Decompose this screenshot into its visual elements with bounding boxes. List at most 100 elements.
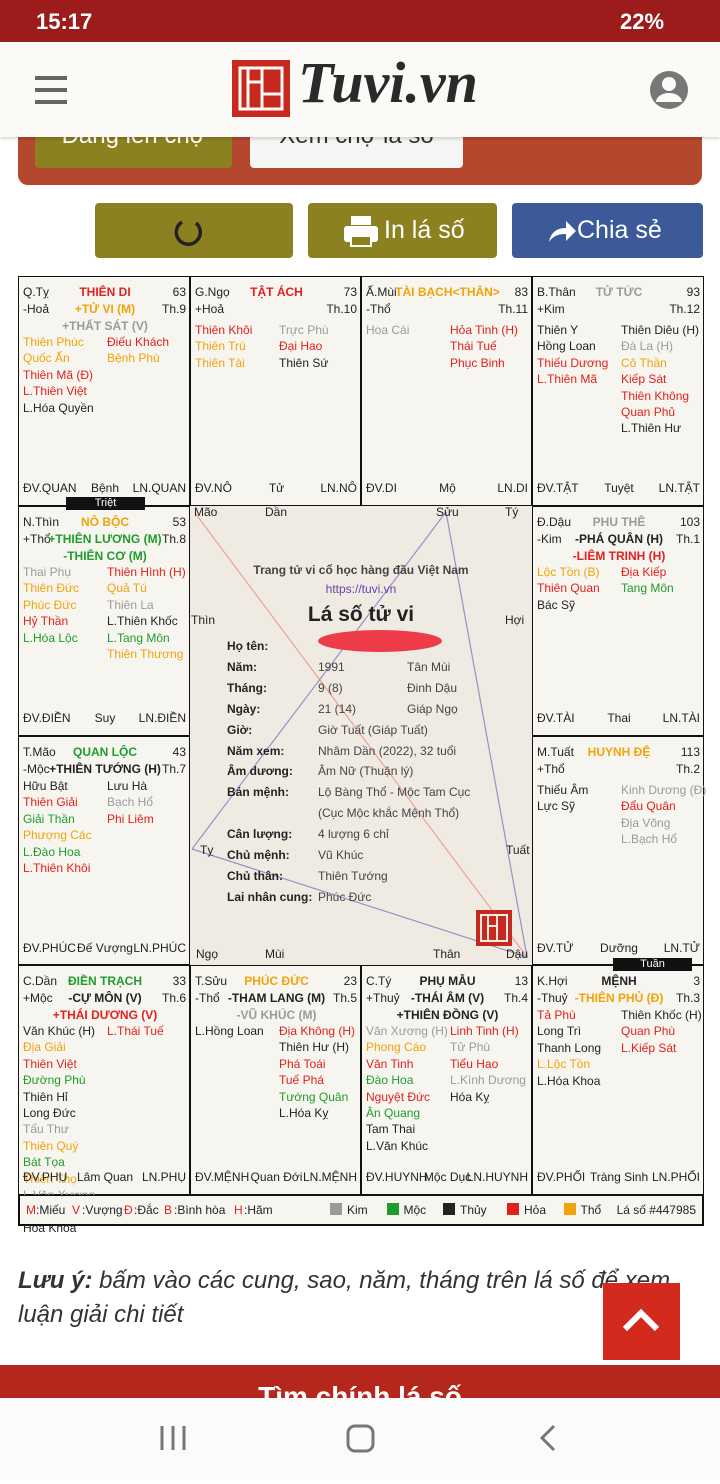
loading-button[interactable] [95, 203, 293, 258]
info-label: Âm dương: [227, 764, 293, 779]
share-label: Chia sẻ [577, 216, 662, 244]
minor-star: Hoa Cái [366, 323, 410, 337]
element: -Thổ [195, 991, 220, 1005]
palace-cell[interactable]: N.Thìn NÔ BỘC 53 +Thổ Th.8 +THIÊN LƯƠNG (M) -T… [18, 506, 190, 736]
back-icon[interactable] [539, 1424, 556, 1452]
bottom-right: LN.PHỤ [141, 1170, 186, 1184]
swatch [563, 1203, 576, 1215]
bottom-right: LN.DI [497, 481, 528, 495]
main-star: -THIÊN PHỦ (Đ) [574, 991, 664, 1005]
minor-star: Kiếp Sát [621, 372, 667, 387]
legend-key: V [72, 1203, 81, 1217]
palace-name: TỬ TỨC [595, 285, 643, 299]
element: +Thuỷ [366, 991, 400, 1005]
minor-star: L.Hóa Khoa [537, 1073, 601, 1088]
main-star: +THIÊN ĐỒNG (V) [396, 1007, 499, 1022]
minor-star: Thiên Y [537, 323, 579, 337]
minor-star: Linh Tinh (H) [450, 1024, 519, 1038]
minor-star: Bạch Hổ [107, 795, 154, 810]
info-value: Nhâm Dần (2022), 32 tuổi [318, 743, 457, 758]
bottom-left: ĐV.QUAN [23, 481, 77, 495]
branch: C.Dần [23, 974, 58, 988]
palace-cell[interactable]: C.Dần ĐIỀN TRẠCH 33 +Mộc Th.6 -CỰ MÔN (V) +THÁ… [18, 965, 190, 1234]
element-name: Kim [347, 1203, 368, 1217]
minor-star: Văn Tinh [366, 1056, 414, 1071]
branch-label: Dần [265, 505, 288, 519]
branch-label: Mão [194, 505, 218, 519]
palace-cell[interactable]: Ấ.Mùi TÀI BẠCH<THÂN> 83 -Thổ Th.11 Hoa Cái Hỏa… [361, 276, 532, 506]
scroll-top[interactable] [603, 1283, 680, 1360]
main-star: -THAM LANG (M) [227, 991, 326, 1005]
element: +Thổ [23, 532, 51, 546]
bottom-center: Mộ [439, 481, 456, 495]
palace-cell[interactable]: B.Thân TỬ TỨC 93 +Kim Th.12 Thiên Y Hồng Loan T… [532, 276, 704, 506]
month: Th.8 [161, 532, 186, 546]
month: Th.5 [332, 991, 357, 1005]
info-label: Cân lượng: [227, 827, 293, 842]
menu-icon[interactable] [35, 76, 67, 104]
bottom-center: Bệnh [90, 481, 120, 495]
minor-star: Thiếu Âm [537, 783, 589, 797]
minor-star: Thiên Tài [195, 355, 245, 370]
branch-label: Tỵ [200, 843, 214, 857]
month: Th.10 [326, 302, 357, 316]
branch: N.Thìn [23, 515, 60, 529]
recent-icon[interactable] [160, 1426, 186, 1450]
minor-star: Quan Phù [621, 1024, 676, 1039]
bottom-center: Quan Đới [250, 1170, 303, 1184]
note: Lưu ý: bấm vào các cung, sao, năm, tháng… [18, 1264, 698, 1332]
user-icon[interactable] [650, 71, 688, 109]
home-icon[interactable] [346, 1424, 375, 1453]
bottom-center: Thai [607, 711, 631, 725]
palace-cell[interactable]: C.Tý PHỤ MẪU 13 +Thuỷ Th.4 -THÁI ÂM (V) +THIÊN… [361, 965, 532, 1195]
palace-cell[interactable]: K.Hợi MỆNH 3 -Thuỷ Th.3 -THIÊN PHỦ (Đ) Tả Phù L… [532, 965, 704, 1195]
header-icons [35, 60, 688, 117]
palace-cell[interactable]: Q.Tỵ THIÊN DI 63 -Hoả Th.9 +TỬ VI (M) +THẤT SÁ… [18, 276, 190, 506]
minor-star: Phượng Các [23, 828, 92, 843]
age: 33 [172, 974, 186, 988]
palace-cell[interactable]: M.Tuất HUYNH ĐỆ 113 +Thổ Th.2 Thiếu Âm Lực Sỹ K… [532, 736, 706, 965]
main-star: -VŨ KHÚC (M) [236, 1007, 317, 1022]
element: -Mộc [23, 762, 50, 776]
age: 93 [686, 285, 700, 299]
main-star: -THÁI ÂM (V) [410, 991, 485, 1005]
palace-cell[interactable]: G.Ngọ TẬT ÁCH 73 +Hoả Th.10 Thiên Khôi Thiên T… [190, 276, 361, 506]
palace-name: TẬT ÁCH [250, 285, 303, 299]
age: 23 [343, 974, 357, 988]
minor-star: Lưu Hà [107, 779, 148, 793]
share-icon [549, 221, 576, 242]
month: Th.12 [669, 302, 700, 316]
minor-star: Thái Tuế [450, 339, 497, 354]
bottom-right: LN.TÀI [662, 711, 700, 725]
age: 103 [679, 515, 700, 529]
minor-star: Lộc Tồn (B) [537, 565, 600, 579]
minor-star: Đẩu Quân [621, 799, 676, 814]
swatch [443, 1203, 455, 1215]
bottom-center: Suy [94, 711, 116, 725]
bottom-center: Tuyệt [604, 481, 634, 495]
palace-cell[interactable]: T.Mão QUAN LỘC 43 -Mộc Th.7 +THIÊN TƯỚNG (H) H… [18, 736, 190, 965]
minor-star: Bát Tọa [23, 1155, 65, 1170]
minor-star: Thiên Sứ [279, 355, 329, 370]
minor-star: L.Kiếp Sát [621, 1040, 677, 1055]
bottom-center: Tử [268, 481, 285, 495]
swatch [386, 1203, 399, 1215]
bottom-right: LN.NÔ [320, 481, 357, 495]
palace-name: NÔ BỘC [81, 515, 129, 529]
palace-cell[interactable]: T.Sửu PHÚC ĐỨC 23 -Thổ Th.5 -THAM LANG (M) -VŨ… [190, 965, 361, 1195]
minor-star: Thiên Hình (H) [107, 565, 186, 579]
element: -Thổ [366, 302, 391, 316]
palace-name: MỆNH [601, 974, 637, 988]
minor-star: Thiên Đức [23, 581, 80, 596]
legend-key: H [234, 1203, 243, 1217]
branch: K.Hợi [537, 974, 568, 988]
month: Th.4 [503, 991, 528, 1005]
bottom-left: ĐV.PHÚC [23, 941, 76, 955]
legend-text: :Vượng [82, 1203, 123, 1217]
palace-cell[interactable]: Đ.Dậu PHU THÊ 103 -Kim Th.1 -PHÁ QUÂN (H) -LIÊ… [532, 506, 704, 736]
minor-star: Thiên Giải [23, 795, 78, 810]
branch-label: Thân [433, 947, 461, 961]
status-bar [0, 0, 720, 42]
bottom-left: ĐV.PHỐI [537, 1170, 586, 1184]
swatch [507, 1203, 519, 1215]
